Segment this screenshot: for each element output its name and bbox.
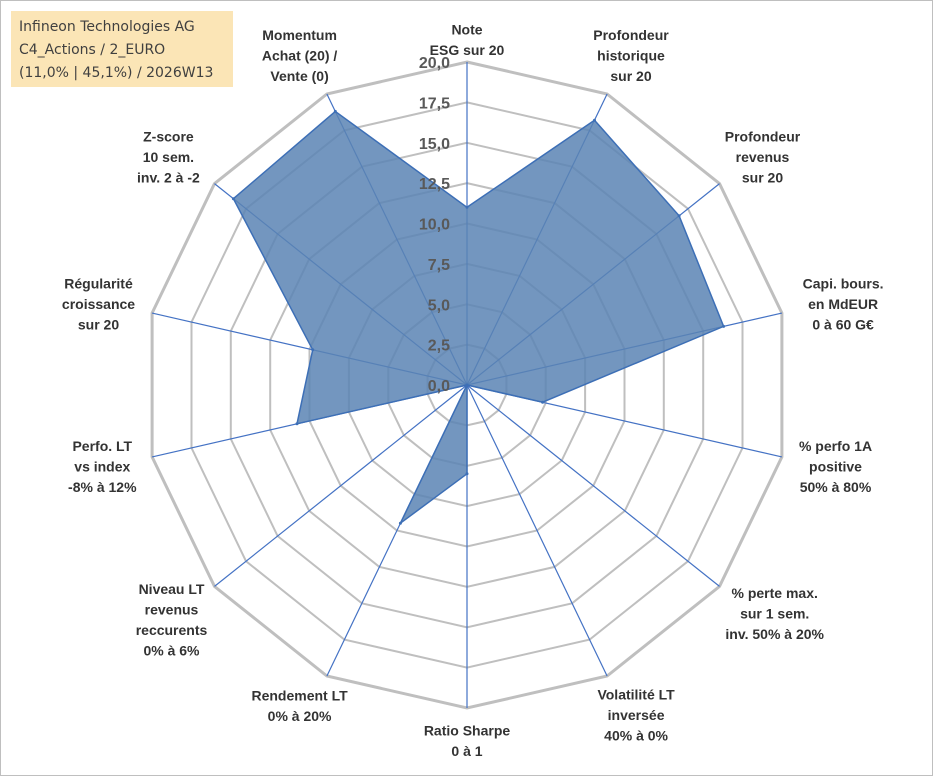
axis-label-line: Profondeur (725, 129, 801, 145)
axis-label-line: Perfo. LT (72, 438, 132, 454)
axis-label-line: -8% à 12% (68, 479, 137, 495)
company-name: Infineon Technologies AG (19, 19, 195, 35)
axis-label-line: Capi. bours. (803, 275, 884, 291)
axis-spoke (466, 384, 608, 677)
tick-label: 15,0 (419, 136, 450, 153)
tick-label: 5,0 (428, 297, 450, 314)
axis-label: Rendement LT 0% à 20% (251, 687, 348, 724)
axis-label-line: sur 20 (742, 170, 783, 186)
axis-label-line: positive (809, 459, 862, 475)
axis-label-line: inv. 2 à -2 (137, 170, 200, 186)
axis-label-line: vs index (74, 459, 130, 475)
axis-label-line: 0 à 1 (451, 743, 482, 759)
axis-label-line: sur 1 sem. (740, 605, 809, 621)
axis-spoke (214, 384, 468, 587)
axis-label-line: en MdEUR (808, 296, 878, 312)
axis-label-line: croissance (62, 296, 135, 312)
axis-label: Profondeur revenus sur 20 (725, 129, 801, 186)
tick-label: 12,5 (419, 176, 450, 193)
axis-label-line: 10 sem. (143, 149, 194, 165)
axis-label: Note ESG sur 20 (430, 22, 505, 59)
data-point (333, 109, 337, 113)
axis-label-line: historique (597, 48, 665, 64)
axis-label: Perfo. LT vs index -8% à 12% (68, 438, 137, 495)
axis-label-line: Z-score (143, 129, 194, 145)
tick-label: 20,0 (419, 55, 450, 72)
axis-label-line: Profondeur (593, 27, 669, 43)
axis-label-line: Régularité (64, 275, 133, 291)
series-area (232, 110, 725, 524)
axis-label-line: reccurents (136, 622, 208, 638)
data-point (677, 214, 681, 218)
tick-label: 17,5 (419, 95, 450, 112)
axis-label-line: Vente (0) (270, 68, 328, 84)
data-point (231, 197, 235, 201)
axis-label-line: 40% à 0% (604, 727, 668, 743)
data-point (465, 383, 469, 387)
axis-label-line: % perte max. (732, 585, 818, 601)
data-point (311, 348, 315, 352)
axis-label-line: % perfo 1A (799, 438, 872, 454)
axis-label: Régularité croissance sur 20 (62, 275, 135, 332)
data-point (295, 422, 299, 426)
axis-label-line: Ratio Sharpe (424, 723, 511, 739)
axis-label: Capi. bours. en MdEUR 0 à 60 G€ (803, 275, 884, 332)
axis-label-line: Niveau LT (139, 581, 205, 597)
data-point (465, 205, 469, 209)
axis-label-line: inv. 50% à 20% (725, 626, 824, 642)
data-point (465, 472, 469, 476)
data-point (541, 400, 545, 404)
axis-label: Volatilité LT inversée 40% à 0% (597, 686, 675, 743)
data-point (398, 521, 402, 525)
axis-label: Momentum Achat (20) / Vente (0) (262, 27, 338, 84)
axis-label: Profondeur historique sur 20 (593, 27, 669, 84)
axis-label-line: revenus (145, 601, 199, 617)
axis-label-line: Achat (20) / (262, 48, 338, 64)
axis-label: Z-score 10 sem. inv. 2 à -2 (137, 129, 200, 186)
axis-label-line: ESG sur 20 (430, 42, 505, 58)
category-label: C4_Actions / 2_EURO (19, 42, 166, 58)
axis-label-line: 0% à 20% (268, 708, 332, 724)
axis-label-line: Rendement LT (251, 687, 348, 703)
axis-label: Niveau LT revenus reccurents 0% à 6% (136, 581, 208, 659)
axis-label-line: sur 20 (78, 316, 119, 332)
axis-label-line: 0% à 6% (143, 642, 200, 658)
axis-label: % perfo 1A positive 50% à 80% (799, 438, 872, 495)
axis-label-line: 50% à 80% (800, 479, 872, 495)
tick-label: 10,0 (419, 217, 450, 234)
axis-label-line: Volatilité LT (597, 686, 675, 702)
axis-label-line: revenus (736, 149, 790, 165)
chart-title-box: Infineon Technologies AG C4_Actions / 2_… (11, 11, 233, 87)
axis-label-line: Note (451, 22, 482, 38)
axis-label-line: sur 20 (610, 68, 651, 84)
tick-label: 7,5 (428, 257, 450, 274)
axis-label-line: inversée (608, 707, 665, 723)
tick-label: 2,5 (428, 338, 450, 355)
axis-label: Ratio Sharpe 0 à 1 (424, 723, 511, 760)
axis-label: % perte max. sur 1 sem. inv. 50% à 20% (725, 585, 824, 642)
data-point (722, 324, 726, 328)
axis-spoke (466, 384, 720, 587)
axis-label-line: Momentum (262, 27, 337, 43)
axis-label-line: 0 à 60 G€ (812, 316, 874, 332)
stats-label: (11,0% | 45,1%) / 2026W13 (19, 65, 214, 81)
tick-label: 0,0 (428, 378, 450, 395)
data-point (593, 118, 596, 122)
